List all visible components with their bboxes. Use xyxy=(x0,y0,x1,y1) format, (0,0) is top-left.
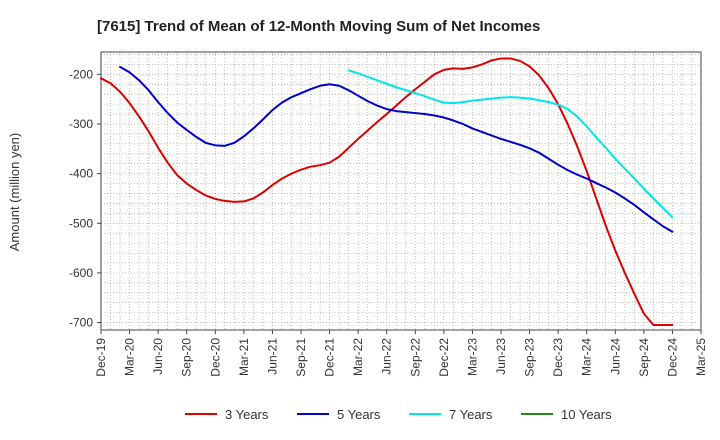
legend-label-10-years: 10 Years xyxy=(561,407,612,422)
legend: 3 Years 5 Years 7 Years 10 Years xyxy=(185,407,612,422)
x-tick-label: Mar-21 xyxy=(237,338,251,376)
x-tick-label: Dec-23 xyxy=(551,338,565,377)
legend-label-7-years: 7 Years xyxy=(449,407,493,422)
x-tick-label: Mar-23 xyxy=(465,338,479,376)
x-tick-label: Jun-24 xyxy=(608,338,622,375)
y-tick-label: -600 xyxy=(69,266,93,280)
x-tick-label: Sep-20 xyxy=(180,338,194,377)
series-line-5-years xyxy=(119,65,674,233)
x-tick-label: Dec-19 xyxy=(94,338,108,377)
y-tick-label: -300 xyxy=(69,117,93,131)
x-tick-label: Sep-23 xyxy=(523,338,537,377)
y-tick-label: -200 xyxy=(69,67,93,81)
x-tick-label: Sep-22 xyxy=(408,338,422,377)
x-tick-label: Dec-20 xyxy=(208,338,222,377)
y-tick-label: -500 xyxy=(69,216,93,230)
y-tick-label: -700 xyxy=(69,316,93,330)
x-tick-label: Mar-20 xyxy=(123,338,137,376)
series-line-7-years xyxy=(347,69,674,219)
legend-label-3-years: 3 Years xyxy=(225,407,269,422)
x-tick-label: Mar-25 xyxy=(694,338,708,376)
x-tick-label: Jun-21 xyxy=(265,338,279,375)
x-tick-label: Mar-22 xyxy=(351,338,365,376)
x-tick-label: Dec-21 xyxy=(323,338,337,377)
series-layer xyxy=(100,57,674,327)
series-line-3-years xyxy=(100,57,674,327)
x-tick-label: Dec-22 xyxy=(437,338,451,377)
legend-label-5-years: 5 Years xyxy=(337,407,381,422)
plot-frame xyxy=(100,51,702,331)
chart-title: [7615] Trend of Mean of 12-Month Moving … xyxy=(97,18,540,35)
y-axis-label: Amount (million yen) xyxy=(7,133,22,252)
x-tick-label: Jun-20 xyxy=(151,338,165,375)
x-tick-label: Sep-21 xyxy=(294,338,308,377)
x-tick-label: Mar-24 xyxy=(580,338,594,376)
y-tick-label: -400 xyxy=(69,167,93,181)
x-tick-label: Jun-23 xyxy=(494,338,508,375)
x-tick-label: Jun-22 xyxy=(380,338,394,375)
grid-layer xyxy=(100,52,702,330)
x-tick-label: Dec-24 xyxy=(665,338,679,377)
x-tick-label: Sep-24 xyxy=(637,338,651,377)
